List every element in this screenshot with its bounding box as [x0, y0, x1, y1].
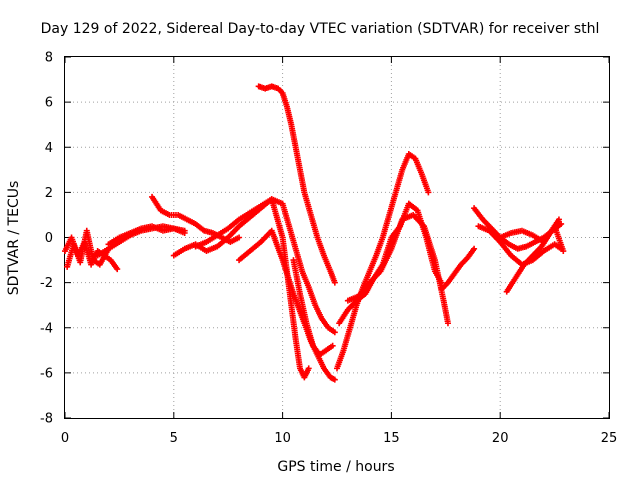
data-point — [425, 189, 432, 196]
data-series-arc-7 — [255, 83, 338, 286]
data-point — [331, 329, 338, 336]
y-axis-label: SDTVAR / TECUs — [6, 181, 22, 296]
x-tick-label: 15 — [383, 431, 400, 446]
tick-layer: 0 5 10 15 20 25 -8 -6 -4 -2 0 2 4 6 8 — [40, 51, 617, 447]
data-point — [555, 216, 562, 223]
data-point — [331, 279, 338, 286]
chart-title: Day 129 of 2022, Sidereal Day-to-day VTE… — [41, 21, 600, 37]
data-series-arc-2 — [105, 223, 188, 248]
data-point — [236, 234, 243, 241]
y-tick-label: -4 — [40, 321, 53, 336]
data-series-arc-9 — [334, 151, 432, 372]
y-tick-label: -6 — [40, 366, 53, 381]
data-point — [181, 229, 188, 236]
data-point — [471, 245, 478, 252]
x-tick-label: 25 — [601, 431, 618, 446]
y-tick-label: 4 — [45, 141, 53, 156]
data-series-arc-8 — [290, 257, 336, 358]
data-series-arc-12 — [438, 245, 478, 293]
y-tick-label: 2 — [45, 186, 53, 201]
x-axis-label: GPS time / hours — [277, 459, 394, 475]
data-series-arc-5 — [192, 196, 312, 381]
plot-frame — [64, 56, 610, 419]
y-tick-label: 8 — [45, 51, 53, 66]
data-point — [560, 248, 567, 255]
data-layer — [62, 83, 567, 383]
data-series-arc-early-b — [64, 227, 112, 270]
y-tick-label: 6 — [45, 96, 53, 111]
x-tick-label: 20 — [492, 431, 509, 446]
y-tick-label: -8 — [40, 412, 53, 427]
x-tick-label: 10 — [274, 431, 291, 446]
x-tick-label: 0 — [61, 431, 69, 446]
data-point — [114, 266, 121, 273]
data-point — [305, 365, 312, 372]
data-series-arc-16 — [497, 223, 567, 255]
data-point — [331, 376, 338, 383]
data-series-arc-11 — [344, 211, 451, 327]
data-point — [444, 320, 451, 327]
x-tick-label: 5 — [170, 431, 178, 446]
y-tick-label: -2 — [40, 276, 53, 291]
data-point — [558, 220, 565, 227]
y-tick-label: 0 — [45, 231, 53, 246]
data-point — [329, 342, 336, 349]
